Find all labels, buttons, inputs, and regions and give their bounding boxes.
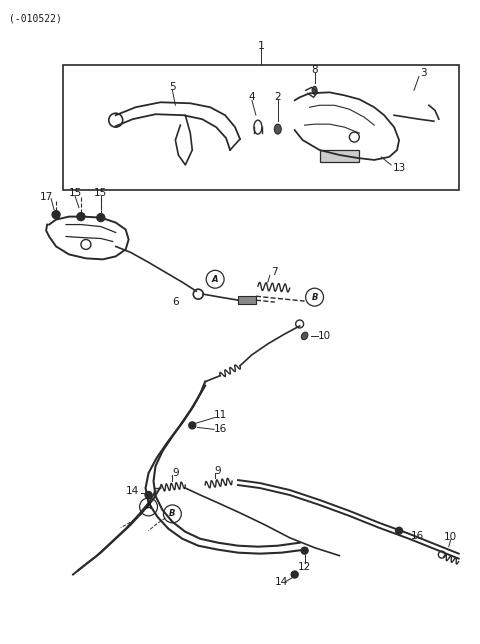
Circle shape (52, 211, 60, 218)
Text: 5: 5 (169, 82, 176, 92)
Circle shape (145, 491, 152, 498)
Ellipse shape (312, 86, 317, 94)
Text: 14: 14 (275, 578, 288, 587)
Text: 1: 1 (257, 41, 264, 51)
Circle shape (77, 213, 85, 221)
Bar (238, 296, 256, 304)
Ellipse shape (274, 124, 281, 134)
Text: 10: 10 (444, 532, 457, 542)
Circle shape (396, 527, 403, 535)
Text: 2: 2 (275, 92, 281, 102)
Bar (63, 66, 459, 190)
Circle shape (189, 422, 196, 429)
Text: A: A (212, 275, 218, 284)
Text: 11: 11 (214, 410, 227, 421)
Text: 4: 4 (249, 92, 255, 102)
Text: 13: 13 (393, 163, 406, 173)
Text: 8: 8 (311, 66, 318, 75)
Text: 10: 10 (318, 331, 331, 341)
Text: 16: 16 (214, 424, 227, 434)
Text: 16: 16 (410, 531, 423, 541)
Text: 15: 15 (94, 188, 108, 198)
Text: 14: 14 (126, 486, 139, 496)
Text: 17: 17 (39, 192, 53, 202)
Text: B: B (312, 292, 318, 301)
Circle shape (291, 571, 298, 578)
Text: 9: 9 (215, 466, 221, 476)
Text: 12: 12 (298, 562, 311, 572)
Bar (320, 150, 360, 162)
Circle shape (97, 214, 105, 222)
Text: B: B (169, 509, 176, 518)
Text: 3: 3 (420, 68, 427, 79)
Text: 7: 7 (272, 267, 278, 278)
Text: (-010522): (-010522) (9, 14, 62, 24)
Text: 9: 9 (172, 468, 179, 478)
Text: 6: 6 (172, 297, 179, 307)
Circle shape (301, 547, 308, 554)
Ellipse shape (301, 332, 308, 339)
Text: 15: 15 (68, 188, 82, 198)
Text: A: A (145, 502, 152, 511)
